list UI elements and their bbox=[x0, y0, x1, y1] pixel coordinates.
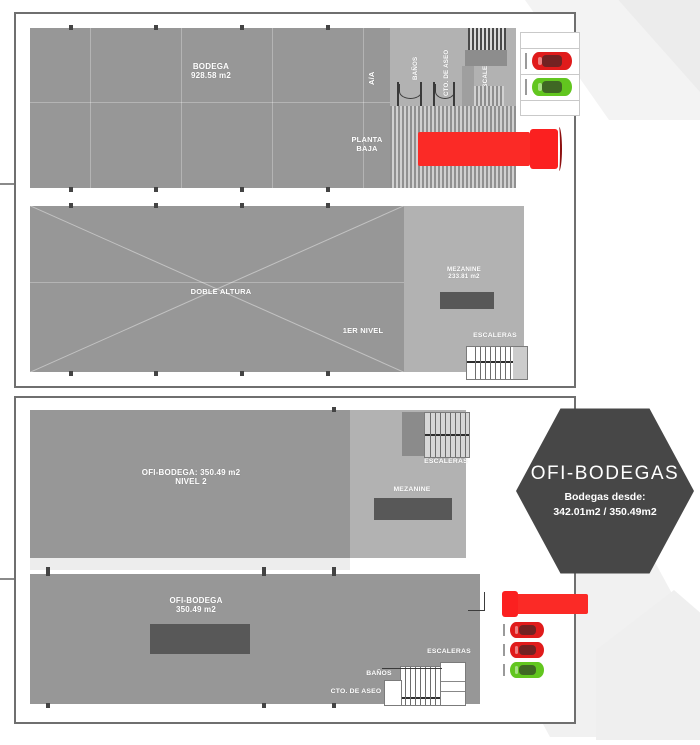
mezzanine-block-nivel2 bbox=[374, 498, 452, 520]
column-marker bbox=[154, 203, 158, 208]
grid-line-vertical bbox=[363, 28, 364, 188]
column-marker bbox=[69, 203, 73, 208]
parking-stripe bbox=[503, 644, 505, 656]
stair-landing bbox=[465, 50, 507, 66]
grid-line-vertical bbox=[272, 28, 273, 188]
column-marker bbox=[332, 571, 336, 576]
stair-shaft bbox=[462, 66, 474, 106]
car-icon-red-1 bbox=[510, 622, 544, 638]
column-marker bbox=[326, 203, 330, 208]
nivel2-lower-strip bbox=[30, 558, 350, 570]
car-icon-red-2 bbox=[510, 642, 544, 658]
grid-line-horizontal bbox=[30, 282, 404, 283]
dock-opening-icon bbox=[468, 592, 485, 611]
dimension-tick-left-upper bbox=[0, 183, 14, 185]
column-marker bbox=[46, 567, 50, 572]
wall-segment bbox=[397, 82, 399, 106]
parking-stripe bbox=[503, 624, 505, 636]
nivel2-stair-shaft bbox=[402, 412, 428, 456]
door-swing-icon bbox=[435, 84, 455, 99]
parking-stripe bbox=[503, 664, 505, 676]
stair-landing-pb bbox=[440, 662, 466, 706]
grid-line-horizontal bbox=[30, 102, 390, 103]
column-marker bbox=[326, 187, 330, 192]
stairs-icon-nivel2 bbox=[424, 412, 470, 458]
column-marker bbox=[262, 571, 266, 576]
mezzanine-block bbox=[440, 292, 494, 309]
dimension-tick-left-lower bbox=[0, 578, 14, 580]
badge-title: OFI-BODEGAS bbox=[530, 463, 680, 485]
column-marker bbox=[332, 407, 336, 412]
car-icon-red bbox=[532, 52, 572, 70]
badge-subtitle-line1: Bodegas desde: bbox=[564, 491, 646, 504]
stairs-hatch-upper bbox=[468, 28, 506, 50]
column-marker bbox=[240, 187, 244, 192]
wall-segment bbox=[382, 668, 442, 669]
car-icon-green-1 bbox=[510, 662, 544, 678]
badge-subtitle-line2: 342.01m2 / 350.49m2 bbox=[553, 505, 657, 518]
column-marker bbox=[332, 703, 336, 708]
column-marker bbox=[326, 25, 330, 30]
column-marker bbox=[69, 25, 73, 30]
grid-line-vertical bbox=[90, 28, 91, 188]
door-swing-icon bbox=[399, 84, 422, 99]
parking-stripe bbox=[525, 79, 527, 95]
column-marker bbox=[69, 187, 73, 192]
parking-bay bbox=[520, 100, 580, 116]
stairs-icon-pb bbox=[400, 666, 442, 706]
column-marker bbox=[262, 567, 266, 572]
column-marker bbox=[154, 371, 158, 376]
column-marker bbox=[240, 203, 244, 208]
column-marker bbox=[326, 371, 330, 376]
double-height-cross-hatch bbox=[30, 206, 404, 372]
truck-icon-pb bbox=[502, 591, 590, 617]
nivel2-unit-slab bbox=[30, 410, 350, 558]
column-marker bbox=[154, 187, 158, 192]
parking-stripe bbox=[525, 53, 527, 69]
column-marker bbox=[46, 571, 50, 576]
column-marker bbox=[262, 703, 266, 708]
planta-baja-warehouse-slab bbox=[30, 28, 390, 188]
stairs-hatch-lower bbox=[468, 86, 504, 108]
column-marker bbox=[332, 567, 336, 572]
plan-frame-bottom: OFI-BODEGA: 350.49 m2 NIVEL 2 ESCALERAS … bbox=[14, 396, 588, 724]
grid-line-vertical bbox=[181, 28, 182, 188]
column-marker bbox=[154, 25, 158, 30]
wall-segment bbox=[453, 82, 455, 106]
ofi-bodegas-badge: OFI-BODEGAS Bodegas desde: 342.01m2 / 35… bbox=[516, 408, 694, 574]
truck-icon bbox=[418, 127, 562, 171]
mezzanine-block-pb bbox=[150, 624, 250, 654]
column-marker bbox=[46, 703, 50, 708]
car-icon-green bbox=[532, 78, 572, 96]
wall-segment bbox=[433, 82, 435, 106]
column-marker bbox=[69, 371, 73, 376]
stairs-icon-nivel1 bbox=[466, 346, 528, 380]
primer-nivel-double-height-slab bbox=[30, 206, 404, 372]
column-marker bbox=[240, 25, 244, 30]
plan-frame-top: BODEGA 928.58 m2 PLANTA BAJA A/A BAÑOS C… bbox=[14, 12, 580, 388]
column-marker bbox=[240, 371, 244, 376]
cleaning-room-block bbox=[384, 680, 402, 706]
primer-nivel-mezzanine-slab bbox=[404, 206, 524, 372]
